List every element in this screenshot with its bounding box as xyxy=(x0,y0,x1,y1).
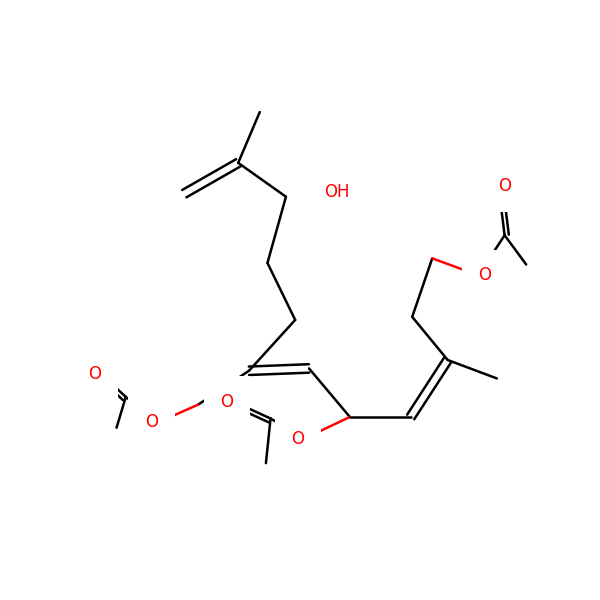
Text: O: O xyxy=(478,266,491,284)
Text: O: O xyxy=(88,365,101,383)
Text: O: O xyxy=(499,177,511,195)
Text: OH: OH xyxy=(325,183,350,201)
Text: O: O xyxy=(292,430,304,448)
Text: O: O xyxy=(145,413,158,431)
Text: O: O xyxy=(221,392,233,410)
